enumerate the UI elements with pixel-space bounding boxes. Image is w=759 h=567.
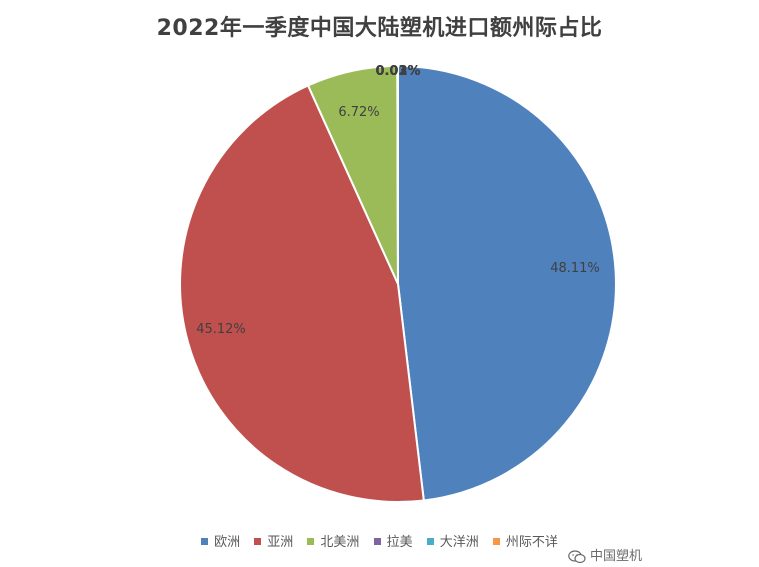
watermark: 中国塑机 bbox=[568, 545, 642, 564]
legend-label-europe: 欧洲 bbox=[214, 535, 241, 550]
legend-item-latin-america: 拉美 bbox=[373, 531, 413, 550]
legend-item-unknown-region: 州际不详 bbox=[492, 531, 558, 550]
data-label-oceania: 0.02% bbox=[375, 64, 420, 79]
data-label-latin-america: 0.01% bbox=[375, 64, 420, 79]
data-label-asia: 45.12% bbox=[196, 322, 246, 337]
legend-item-oceania: 大洋洲 bbox=[426, 531, 479, 550]
pie-slice-asia bbox=[179, 84, 425, 503]
legend-swatch-unknown-region bbox=[492, 538, 500, 545]
legend-swatch-north-america bbox=[307, 538, 315, 545]
data-label-europe: 48.11% bbox=[550, 261, 600, 276]
legend-item-europe: 欧洲 bbox=[201, 531, 240, 550]
legend-label-unknown-region: 州际不详 bbox=[505, 535, 558, 550]
data-label-unknown-region: 0.03% bbox=[375, 64, 420, 79]
chart-legend: 欧洲 亚洲 北美洲 拉美 大洋洲 州际不详 bbox=[0, 531, 759, 550]
watermark-text: 中国塑机 bbox=[590, 549, 643, 564]
wechat-icon bbox=[568, 549, 586, 563]
legend-item-asia: 亚洲 bbox=[254, 531, 293, 550]
legend-item-north-america: 北美洲 bbox=[307, 531, 359, 550]
data-label-north-america: 6.72% bbox=[338, 105, 379, 120]
legend-label-oceania: 大洋洲 bbox=[439, 535, 479, 550]
pie-slices bbox=[179, 64, 617, 503]
pie-data-labels: 48.11% 45.12% 6.72% 0.01% 0.02% 0.03% bbox=[196, 64, 600, 337]
legend-swatch-oceania bbox=[426, 538, 434, 545]
legend-label-north-america: 北美洲 bbox=[320, 535, 360, 550]
legend-swatch-latin-america bbox=[373, 538, 381, 545]
chart-title: 2022年一季度中国大陆塑机进口额州际占比 bbox=[156, 16, 603, 41]
legend-swatch-europe bbox=[201, 538, 209, 545]
legend-label-latin-america: 拉美 bbox=[386, 535, 413, 550]
legend-swatch-asia bbox=[254, 538, 262, 545]
legend-label-asia: 亚洲 bbox=[267, 535, 294, 550]
pie-slice-europe bbox=[397, 64, 617, 502]
